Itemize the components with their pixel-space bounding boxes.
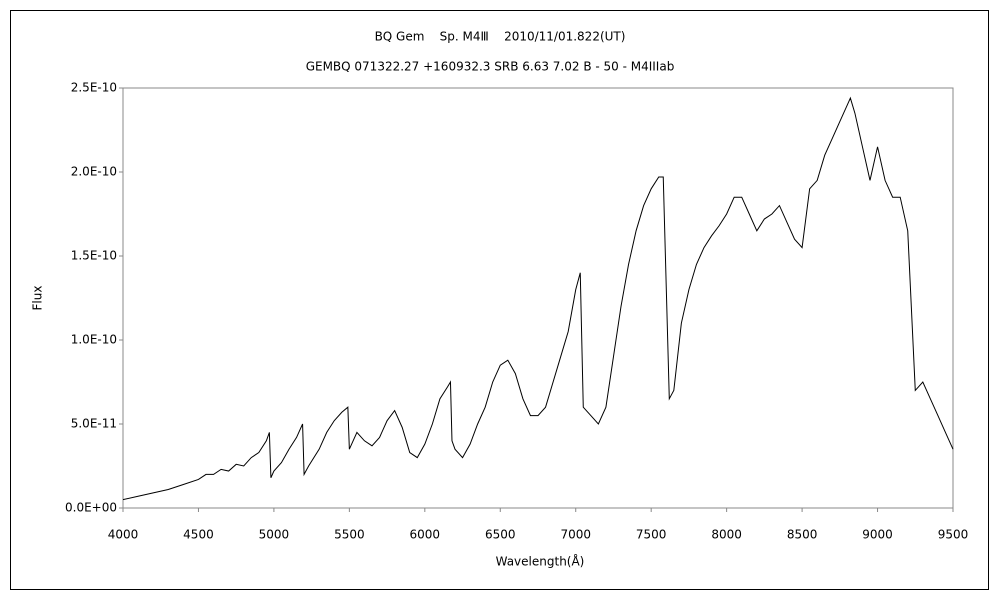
x-tick-label: 8500	[787, 528, 818, 542]
x-tick-label: 4500	[183, 528, 214, 542]
x-tick-label: 6000	[410, 528, 441, 542]
x-tick-label: 4000	[108, 528, 139, 542]
y-tick-label: 1.0E-10	[71, 333, 117, 347]
y-tick-label: 2.5E-10	[71, 81, 117, 95]
chart-title: BQ Gem Sp. M4Ⅲ 2010/11/01.822(UT)	[375, 30, 626, 44]
y-tick-label: 2.0E-10	[71, 165, 117, 179]
x-tick-label: 6500	[485, 528, 516, 542]
x-axis-label: Wavelength(Å)	[496, 554, 585, 569]
y-axis-label: Flux	[31, 286, 45, 311]
y-tick-label: 5.0E-11	[71, 417, 117, 431]
y-tick-label: 1.5E-10	[71, 249, 117, 263]
x-tick-label: 7500	[636, 528, 667, 542]
x-tick-label: 9000	[862, 528, 893, 542]
x-tick-label: 8000	[711, 528, 742, 542]
chart-subtitle: GEMBQ 071322.27 +160932.3 SRB 6.63 7.02 …	[306, 60, 675, 74]
x-tick-label: 9500	[938, 528, 969, 542]
spectrum-line	[122, 96, 954, 501]
x-tick-label: 5000	[259, 528, 290, 542]
y-tick-label: 0.0E+00	[65, 501, 117, 515]
x-tick-label: 7000	[560, 528, 591, 542]
plot-frame	[122, 87, 954, 509]
x-tick-label: 5500	[334, 528, 365, 542]
chart-border	[10, 10, 989, 590]
